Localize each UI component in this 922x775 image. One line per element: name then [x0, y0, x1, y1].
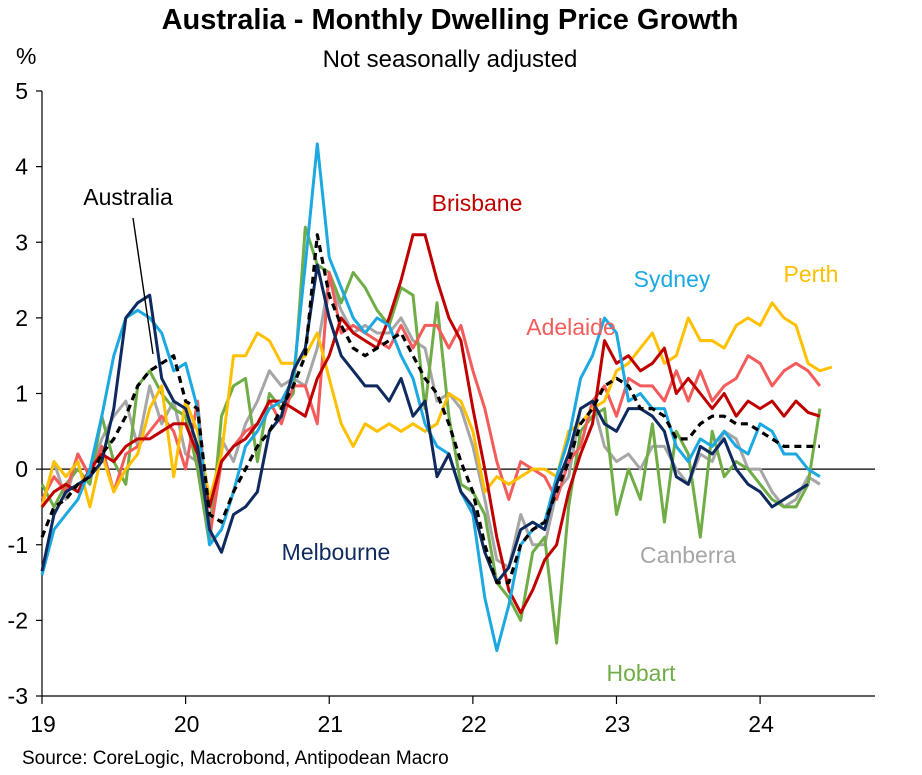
annotation-sydney: Sydney: [634, 266, 711, 292]
annotation-pointer-australia: [132, 217, 154, 355]
y-tick-label: 3: [15, 229, 28, 255]
source-note: Source: CoreLogic, Macrobond, Antipodean…: [22, 748, 449, 769]
y-tick-label: 4: [15, 154, 28, 180]
series-line-perth: [40, 301, 833, 509]
x-tick-label: 21: [317, 711, 343, 737]
y-tick-label: 5: [15, 78, 28, 104]
y-tick-label: -1: [8, 532, 28, 558]
chart-subtitle: Not seasonally adjusted: [322, 46, 578, 73]
series-line-australia: [40, 233, 820, 585]
series-line-melbourne: [40, 263, 809, 585]
x-tick-label: 19: [30, 711, 56, 737]
y-tick-label: -3: [8, 683, 28, 709]
chart-title: Australia - Monthly Dwelling Price Growt…: [161, 4, 739, 36]
y-axis-unit-label: %: [16, 43, 36, 69]
y-tick-label: 1: [15, 381, 28, 407]
annotation-adelaide: Adelaide: [526, 314, 616, 340]
x-tick-label: 23: [605, 711, 631, 737]
series-line-brisbane: [40, 233, 821, 615]
x-tick-label: 22: [461, 711, 487, 737]
chart-annotations: Australia Brisbane Sydney Perth Adelaide Melb…: [83, 184, 838, 686]
annotation-canberra: Canberra: [640, 542, 736, 568]
annotation-australia: Australia: [83, 184, 173, 210]
annotation-brisbane: Brisbane: [432, 190, 523, 216]
y-tick-label: -2: [8, 607, 28, 633]
x-tick-label: 20: [174, 711, 200, 737]
y-tick-label: 0: [15, 456, 28, 482]
series-line-hobart: [40, 225, 822, 645]
annotation-melbourne: Melbourne: [282, 539, 391, 565]
annotation-perth: Perth: [784, 261, 839, 287]
annotation-hobart: Hobart: [606, 660, 676, 686]
series-line-adelaide: [40, 271, 822, 539]
y-tick-label: 2: [15, 305, 28, 331]
x-tick-label: 24: [748, 711, 774, 737]
chart-series: [40, 142, 833, 653]
